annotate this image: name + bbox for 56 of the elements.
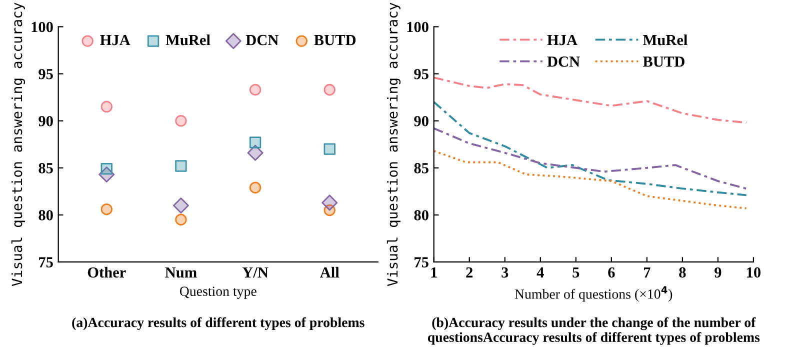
- y-tick-label: 90: [414, 116, 428, 126]
- y-tick-label: 85: [414, 163, 428, 174]
- legend-label: HJA: [547, 34, 578, 46]
- x-axis-title: Question type: [180, 286, 256, 299]
- y-tick-label: 80: [38, 210, 53, 220]
- x-tick-label: 3: [502, 267, 508, 278]
- legend-label: DCN: [246, 34, 279, 46]
- point: [249, 182, 262, 194]
- y-tick-label: 85: [38, 163, 53, 174]
- x-tick-label: All: [320, 266, 340, 278]
- point: [100, 203, 112, 216]
- legend-label: BUTD: [314, 35, 356, 46]
- x-tick-label: 1: [431, 267, 437, 278]
- y-tick-label: 100: [407, 22, 428, 32]
- line-series: [434, 76, 748, 124]
- y-axis-title: Visual question answering accuracy: [11, 2, 25, 286]
- legend-label: HJA: [100, 34, 130, 46]
- y-tick-label: 75: [39, 257, 53, 268]
- x-tick-label: 7: [644, 267, 650, 278]
- point: [175, 160, 187, 172]
- point: [175, 214, 187, 226]
- x-tick-label: 5: [572, 267, 580, 278]
- x-tick-label: 2: [466, 267, 473, 278]
- x-tick-label: Num: [165, 267, 197, 278]
- x-tick-label: Other: [88, 266, 126, 278]
- point: [175, 114, 187, 127]
- x-tick-label: 10: [747, 267, 761, 278]
- x-tick-label: 8: [679, 267, 686, 278]
- point: [172, 198, 189, 214]
- point: [322, 194, 338, 211]
- text: (b)Accuracy results under the change of the number of questionsAccuracy results of different types of problems: [428, 317, 760, 345]
- x-axis-title: Number of questions (×10$^{4}$): [514, 286, 672, 302]
- point: [100, 100, 112, 113]
- line-series: [434, 101, 748, 196]
- point: [324, 143, 336, 155]
- x-tick-label: 9: [714, 267, 722, 278]
- text: (a)Accuracy results of different types of problems: [72, 317, 364, 330]
- y-tick-label: 80: [414, 210, 428, 220]
- line-series: [434, 127, 748, 190]
- y-tick-label: 90: [38, 116, 53, 126]
- legend-label: DCN: [547, 56, 580, 67]
- legend-label: MuRel: [642, 34, 688, 46]
- point: [324, 84, 336, 96]
- point: [249, 84, 262, 96]
- y-tick-label: 100: [32, 22, 53, 32]
- y-tick-label: 95: [38, 68, 53, 80]
- y-axis-title: Visual question answering accuracy: [386, 2, 401, 286]
- legend-label: MuRel: [166, 34, 210, 46]
- y-tick-label: 95: [414, 68, 428, 80]
- legend-label: BUTD: [642, 56, 684, 67]
- y-tick-label: 75: [414, 257, 428, 268]
- line-series: [434, 150, 748, 210]
- point: [249, 136, 262, 148]
- x-tick-label: 6: [608, 267, 615, 278]
- x-tick-label: 4: [536, 267, 544, 278]
- x-tick-label: Y/N: [242, 267, 268, 278]
